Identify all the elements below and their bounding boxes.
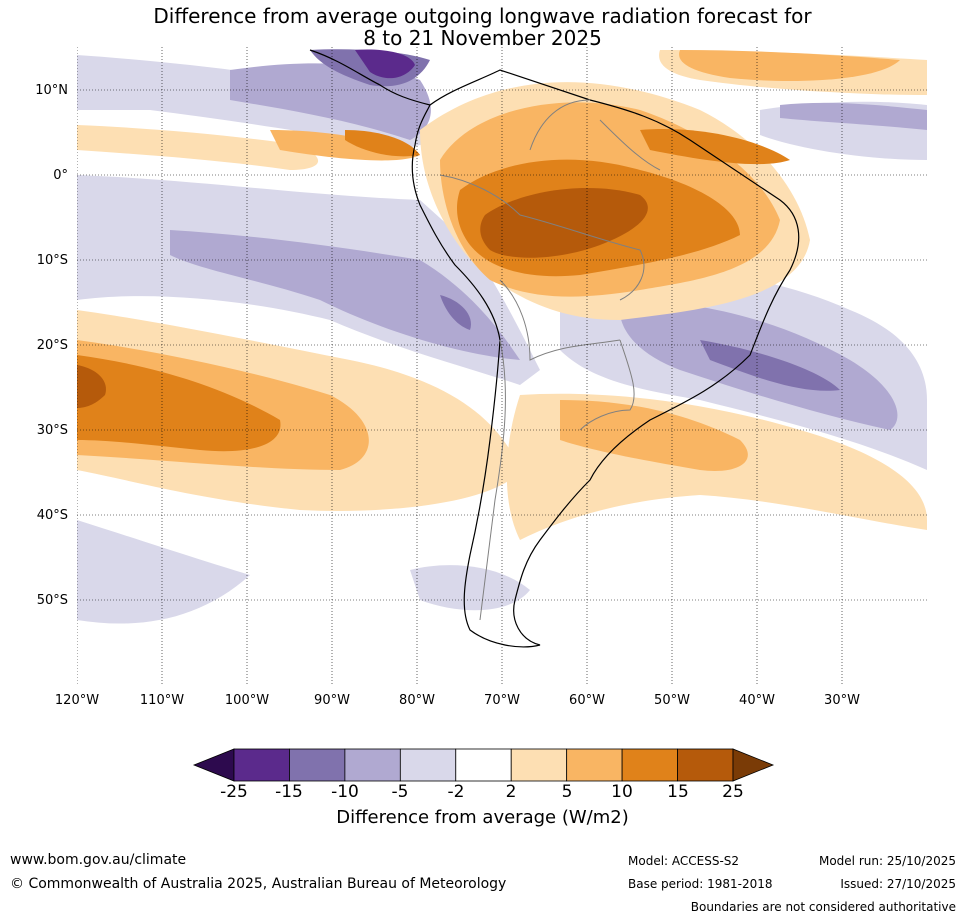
issued-text: Issued: 27/10/2025 (840, 877, 956, 891)
graticule (77, 47, 927, 685)
colorbar-swatch (621, 748, 678, 782)
colorbar-swatch (510, 748, 568, 782)
disclaimer-text: Boundaries are not considered authoritat… (690, 900, 956, 914)
colorbar-tick: -15 (275, 782, 303, 802)
chart-title-line2: 8 to 21 November 2025 (363, 26, 602, 50)
central-america-coastline (309, 49, 431, 106)
colorbar-label: Difference from average (W/m2) (336, 807, 629, 828)
model-text: Model: ACCESS-S2 (628, 854, 740, 868)
anomaly-region-light-orange (77, 125, 319, 170)
colorbar-tick: -25 (220, 782, 248, 802)
lat-label: 50°S (36, 593, 68, 608)
colorbar-tick: 10 (611, 782, 633, 802)
lon-label: 90°W (314, 693, 350, 708)
anomaly-region-dark-purple (440, 295, 471, 330)
colorbar-tick: 2 (505, 782, 517, 802)
lat-label: 10°S (36, 253, 68, 268)
colorbar-tick: 25 (722, 782, 744, 802)
lon-label: 40°W (739, 693, 775, 708)
model-run-text: Model run: 25/10/2025 (818, 854, 956, 868)
lon-label: 50°W (654, 693, 690, 708)
lat-label: 0° (53, 168, 68, 183)
copyright-text: © Commonwealth of Australia 2025, Austra… (10, 876, 507, 892)
colorbar-extend-high (732, 748, 775, 782)
colorbar-swatch (399, 748, 457, 782)
colorbar-tick: 5 (561, 782, 573, 802)
lon-label: 100°W (224, 693, 270, 708)
anomaly-region-dark-purple (700, 340, 840, 391)
lon-label: 60°W (569, 693, 605, 708)
colorbar-tick: -2 (447, 782, 465, 802)
colorbar-extend-low (192, 748, 235, 782)
anomaly-region-orange (77, 355, 281, 452)
lat-label: 40°S (36, 508, 68, 523)
base-period-text: Base period: 1981-2018 (628, 877, 773, 891)
colorbar-swatch (455, 748, 512, 782)
anomaly-region-medium-purple (780, 102, 927, 130)
lon-label: 80°W (399, 693, 435, 708)
anomaly-region-orange (640, 129, 790, 165)
lon-label: 70°W (484, 693, 520, 708)
colorbar-swatch (677, 748, 734, 782)
colorbar-tick: 15 (667, 782, 689, 802)
lat-label: 30°S (36, 423, 68, 438)
anomaly-region-darkest-purple (355, 49, 415, 79)
anomaly-region-medium-orange (560, 400, 748, 471)
anomaly-region-medium-orange (679, 50, 900, 81)
colorbar-swatch (289, 748, 346, 782)
colorbar-swatch (566, 748, 623, 782)
website-link[interactable]: www.bom.gov.au/climate (10, 852, 187, 868)
colorbar-swatch (233, 748, 290, 782)
south-america-coastline (411, 69, 800, 648)
lon-label: 120°W (54, 693, 100, 708)
anomaly-region-medium-purple (170, 230, 520, 360)
anomaly-region-dark-orange (77, 365, 106, 408)
anomaly-region-light-purple (410, 565, 530, 611)
lon-label: 30°W (824, 693, 860, 708)
chart-title-line1: Difference from average outgoing longwav… (153, 4, 812, 28)
colorbar-swatch (344, 748, 401, 782)
anomaly-region-orange (345, 130, 420, 157)
lon-label: 110°W (139, 693, 185, 708)
lat-label: 20°S (36, 338, 68, 353)
colorbar-tick: -10 (331, 782, 359, 802)
anomaly-region-light-purple (77, 520, 250, 624)
colorbar-tick: -5 (391, 782, 409, 802)
lat-label: 10°N (35, 83, 68, 98)
country-borders (439, 99, 661, 621)
